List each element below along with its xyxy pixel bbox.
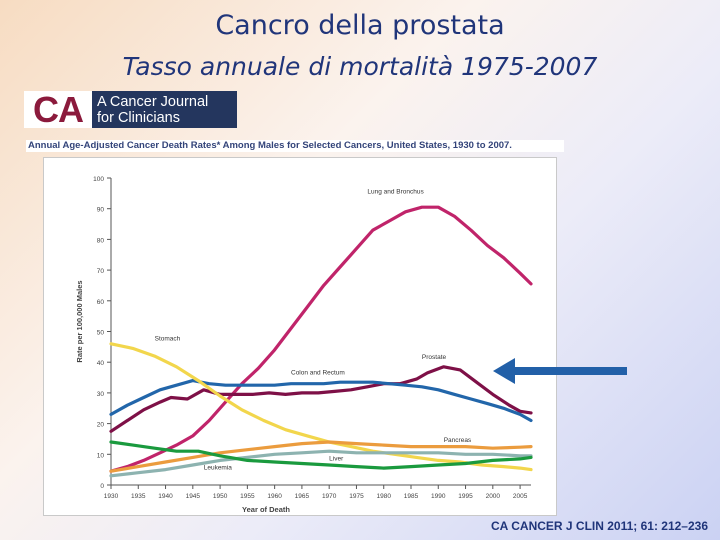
chart-title: Annual Age-Adjusted Cancer Death Rates* … (26, 140, 564, 152)
series-line-prostate (109, 365, 533, 433)
y-axis-label: Rate per 100,000 Males (75, 280, 84, 362)
series-label-lung-and-bronchus: Lung and Bronchus (367, 188, 424, 195)
death-rate-chart: 0 10 20 30 40 50 60 70 80 90 100 1930 1935 1940 1945 19… (75, 176, 533, 514)
series-label-pancreas: Pancreas (444, 437, 472, 444)
x-tick-label: 1960 (267, 493, 282, 500)
series-line-pancreas (109, 440, 533, 473)
y-tick-label: 50 (97, 330, 105, 337)
x-tick-label: 2000 (486, 493, 501, 500)
journal-logo-line2: for Clinicians (97, 110, 180, 126)
y-tick-label: 100 (93, 176, 104, 183)
y-tick-label: 0 (100, 483, 104, 490)
y-tick-label: 40 (97, 360, 105, 367)
source-citation: CA CANCER J CLIN 2011; 61: 212–236 (491, 519, 708, 533)
series-line-lung-and-bronchus (109, 205, 533, 473)
series-label-leukemia: Leukemia (204, 465, 233, 472)
series-line-liver (109, 440, 533, 470)
y-tick-label: 30 (97, 391, 105, 398)
y-tick-label: 70 (97, 268, 105, 275)
series-label-stomach: Stomach (155, 336, 181, 343)
y-tick-label: 90 (97, 207, 105, 214)
y-tick-label: 80 (97, 237, 105, 244)
x-tick-label: 1990 (431, 493, 446, 500)
series-label-liver: Liver (329, 455, 344, 462)
series-label-prostate: Prostate (422, 354, 447, 361)
y-tick-label: 20 (97, 422, 105, 429)
journal-logo-mark: CA (33, 88, 84, 130)
series-line-leukemia (109, 449, 533, 478)
x-tick-label: 1970 (322, 493, 337, 500)
series-line-colon-and-rectum (109, 379, 533, 423)
y-tick-label: 10 (97, 452, 105, 459)
slide-subtitle: Tasso annuale di mortalità 1975-2007 (122, 52, 598, 81)
chart-panel: 0 10 20 30 40 50 60 70 80 90 100 1930 1935 1940 1945 19… (43, 157, 557, 516)
pointer-arrow-icon (493, 358, 627, 384)
x-tick-label: 2005 (513, 493, 528, 500)
series-label-colon-and-rectum: Colon and Rectum (291, 369, 345, 376)
x-tick-label: 1995 (458, 493, 473, 500)
x-tick-label: 1940 (158, 493, 173, 500)
journal-logo-text: A Cancer Journal for Clinicians (92, 91, 237, 128)
pointer-arrow-shape (493, 358, 627, 384)
y-tick-label: 60 (97, 299, 105, 306)
journal-logo-line1: A Cancer Journal (97, 94, 209, 110)
x-axis-label: Year of Death (242, 505, 290, 514)
journal-logo: CA A Cancer Journal for Clinicians (24, 88, 237, 130)
x-tick-label: 1975 (349, 493, 364, 500)
x-tick-label: 1950 (213, 493, 228, 500)
x-tick-label: 1955 (240, 493, 255, 500)
x-tick-label: 1935 (131, 493, 146, 500)
x-tick-label: 1965 (295, 493, 310, 500)
slide-title: Cancro della prostata (215, 10, 505, 41)
x-tick-label: 1945 (186, 493, 201, 500)
x-tick-label: 1985 (404, 493, 419, 500)
x-tick-label: 1980 (376, 493, 391, 500)
x-tick-label: 1930 (104, 493, 119, 500)
